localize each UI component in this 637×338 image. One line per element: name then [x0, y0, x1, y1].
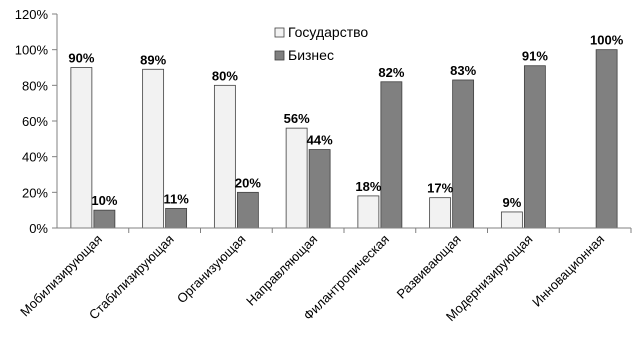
y-axis-ticks: 0% 20% 40% 60% 80% 100% 120%	[15, 7, 57, 236]
y-tick-label: 20%	[22, 185, 48, 200]
data-label: 89%	[140, 52, 166, 67]
bar-state	[429, 197, 452, 229]
data-label: 18%	[355, 179, 381, 194]
data-label: 90%	[68, 51, 94, 66]
bar-business	[595, 49, 618, 229]
legend: Государство Бизнес	[274, 24, 368, 63]
y-tick-label: 40%	[22, 150, 48, 165]
axes	[56, 14, 632, 233]
legend-label: Государство	[288, 24, 368, 40]
category-label: Организующая	[174, 232, 249, 307]
data-label: 11%	[163, 191, 189, 206]
bar-state	[142, 68, 165, 229]
data-label: 91%	[522, 49, 548, 64]
data-label: 44%	[307, 133, 333, 148]
y-tick-label: 0%	[29, 221, 48, 236]
bar-business	[308, 149, 331, 229]
data-label: 10%	[91, 193, 117, 208]
data-labels: 90% 10% 89% 11% 80% 20% 56% 44% 18% 82% 17% 83% 9% 91…	[68, 33, 623, 210]
data-label: 9%	[502, 195, 521, 210]
data-label: 80%	[212, 68, 238, 83]
category-label: Инновационная	[529, 232, 607, 310]
bar-business	[380, 81, 403, 229]
y-tick-label: 120%	[15, 7, 49, 22]
y-tick-label: 100%	[15, 43, 49, 58]
data-label: 83%	[450, 63, 476, 78]
category-label: Направляющая	[243, 232, 320, 309]
legend-swatch	[274, 27, 285, 38]
bar-business	[452, 79, 475, 229]
bars	[70, 49, 618, 229]
data-label: 100%	[590, 33, 624, 48]
y-tick-label: 80%	[22, 78, 48, 93]
legend-label: Бизнес	[288, 47, 334, 63]
bar-business	[236, 191, 259, 229]
bar-state	[500, 211, 523, 229]
data-label: 20%	[235, 175, 261, 190]
bar-state	[357, 195, 380, 229]
data-label: 17%	[427, 181, 453, 196]
bar-state	[70, 67, 93, 229]
legend-swatch	[274, 50, 285, 61]
data-label: 82%	[378, 65, 404, 80]
data-label: 56%	[284, 111, 310, 126]
y-tick-label: 60%	[22, 114, 48, 129]
bar-business	[523, 65, 546, 229]
bar-business	[165, 207, 188, 229]
category-label: Развивающая	[394, 232, 464, 302]
category-labels: МобилизирующаяСтабилизирующаяОрганизующа…	[17, 232, 607, 325]
bar-state	[285, 127, 308, 229]
bar-state	[213, 84, 236, 229]
bar-business	[93, 209, 116, 229]
